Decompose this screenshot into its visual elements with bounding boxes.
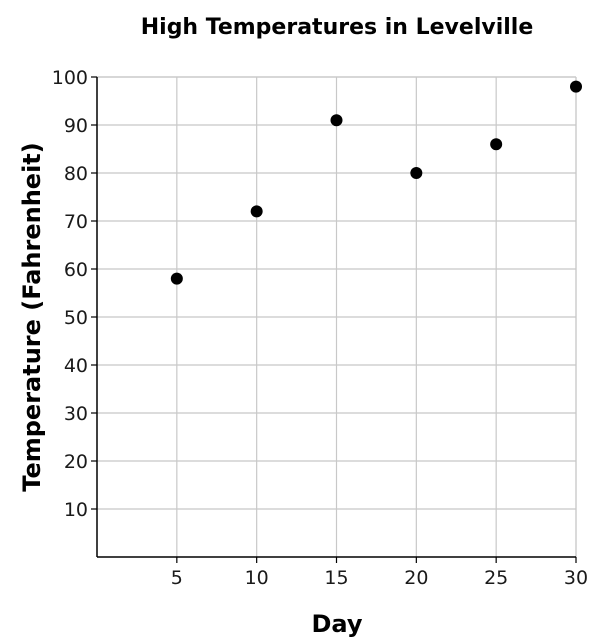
y-tick-label: 20 [64,451,88,473]
x-tick-label: 15 [324,567,348,589]
y-tick-label: 80 [64,163,88,185]
y-tick-label: 100 [52,67,88,89]
x-tick-label: 20 [404,567,428,589]
y-tick-label: 10 [64,499,88,521]
y-tick-label: 90 [64,115,88,137]
y-axis-label: Temperature (Fahrenheit) [18,142,46,491]
data-points [170,80,582,285]
x-tick-label: 30 [564,567,588,589]
x-tick-label: 10 [245,567,269,589]
y-tick-label: 30 [64,403,88,425]
chart-title: High Temperatures in Levelville [141,15,534,40]
data-point [170,272,183,285]
data-point [330,114,343,127]
x-tick-label: 5 [171,567,183,589]
data-point [490,138,503,151]
y-tick-label: 60 [64,259,88,281]
y-tick-label: 50 [64,307,88,329]
data-point [570,80,582,93]
tick-labels: 10 20 30 40 50 60 70 80 90 100 5 10 15 20 25 30 [52,67,588,589]
y-tick-label: 40 [64,355,88,377]
data-point [250,205,263,218]
x-tick-label: 25 [484,567,508,589]
axes [91,76,577,563]
x-axis-label: Day [311,610,362,638]
grid-lines [97,76,577,557]
plot-frame [97,76,577,557]
y-tick-label: 70 [64,211,88,233]
data-point [410,167,423,179]
